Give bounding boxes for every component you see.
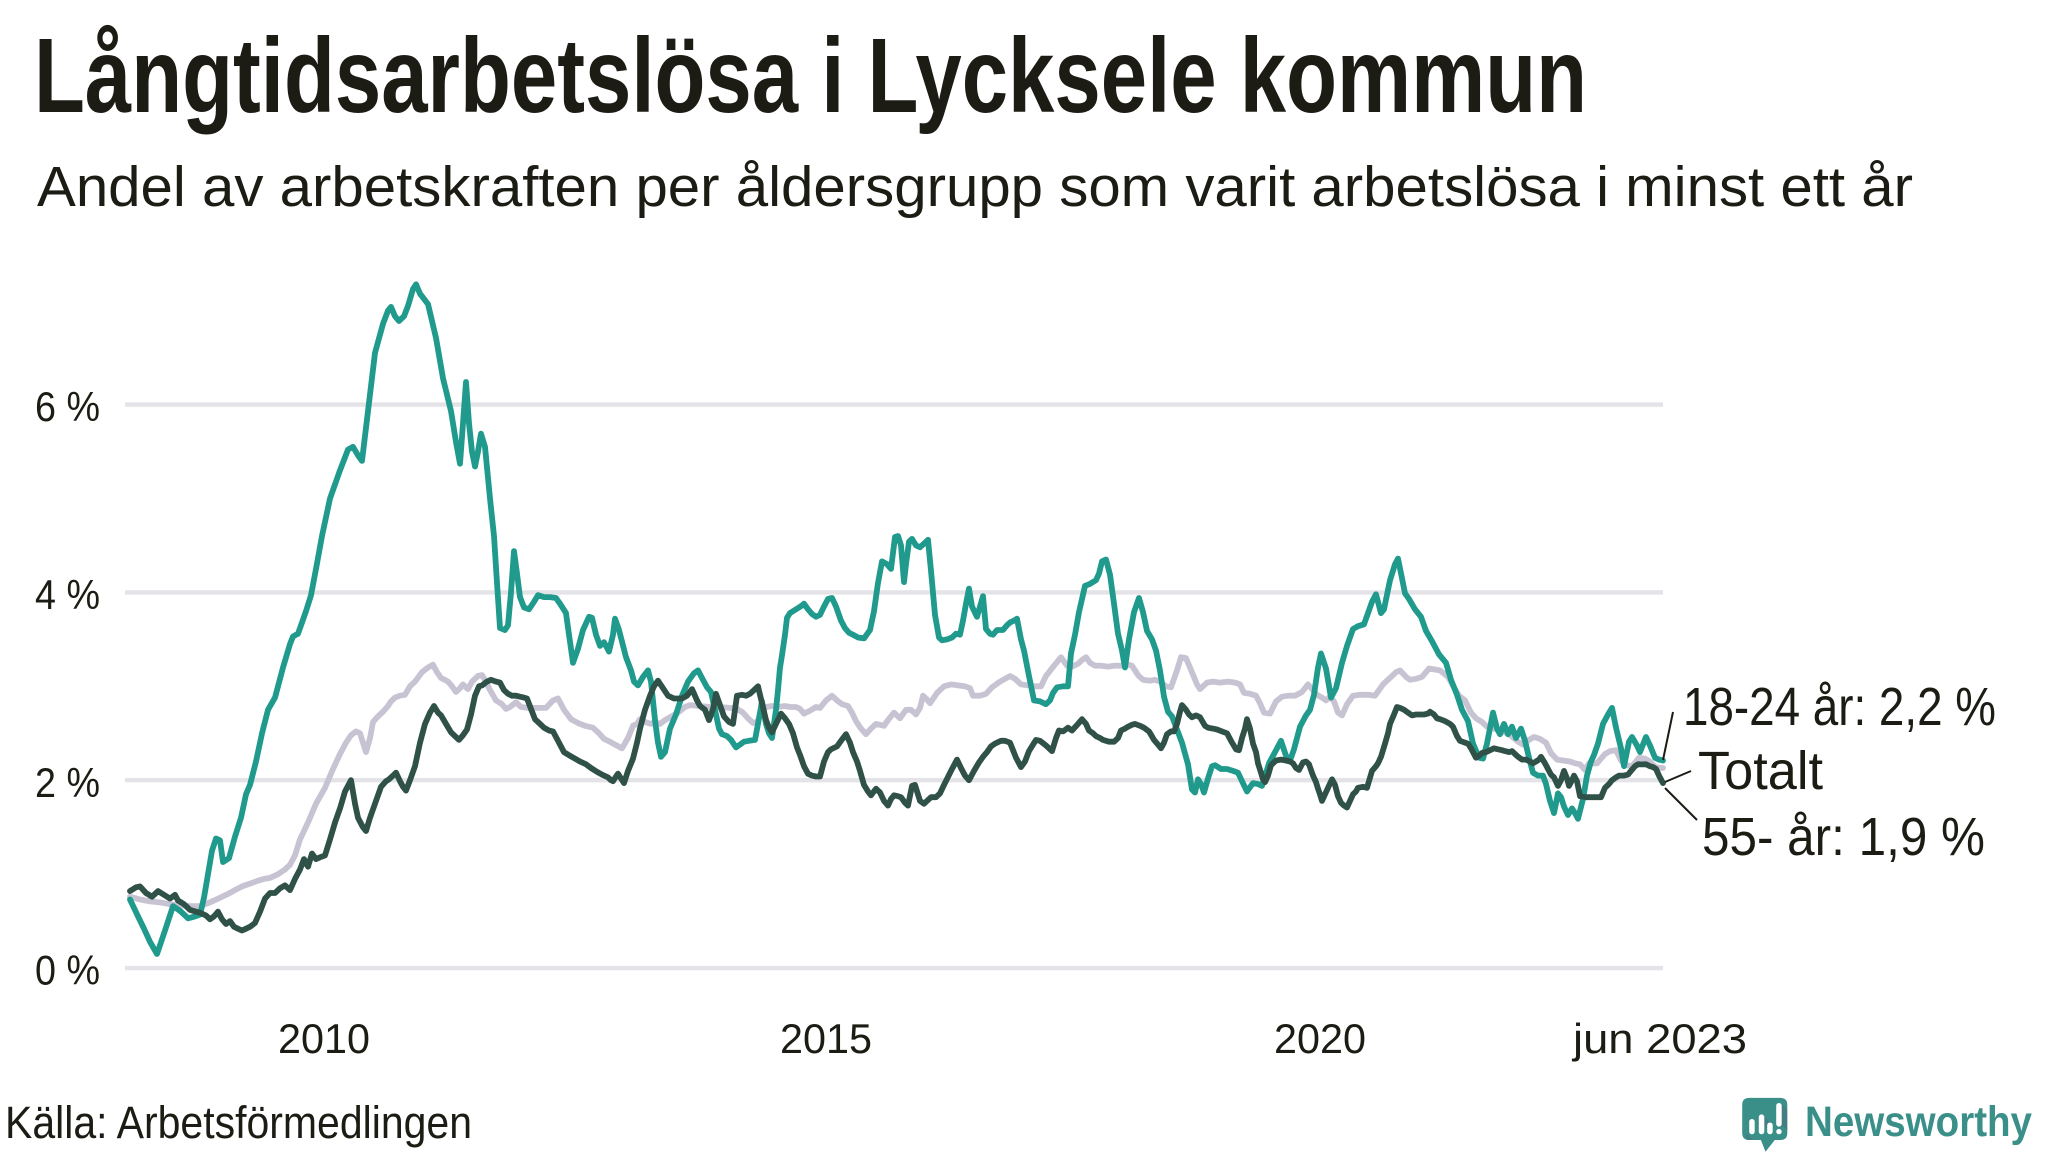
svg-text:2020: 2020 (1274, 1015, 1366, 1062)
svg-text:Newsworthy: Newsworthy (1805, 1098, 2032, 1146)
svg-text:jun 2023: jun 2023 (1571, 1015, 1747, 1062)
svg-text:2 %: 2 % (35, 759, 100, 806)
svg-text:2010: 2010 (278, 1015, 370, 1062)
svg-text:Andel av arbetskraften per åld: Andel av arbetskraften per åldersgrupp s… (37, 155, 1913, 219)
svg-text:6 %: 6 % (35, 383, 100, 430)
svg-text:2015: 2015 (780, 1015, 872, 1062)
svg-text:Långtidsarbetslösa i Lycksele: Långtidsarbetslösa i Lycksele kommun (34, 17, 1587, 135)
svg-text:0 %: 0 % (35, 947, 100, 994)
svg-text:Källa: Arbetsförmedlingen: Källa: Arbetsförmedlingen (5, 1097, 472, 1148)
svg-text:4 %: 4 % (35, 571, 100, 618)
svg-text:55- år: 1,9 %: 55- år: 1,9 % (1702, 807, 1985, 867)
svg-text:Totalt: Totalt (1698, 741, 1823, 801)
svg-text:18-24 år: 2,2 %: 18-24 år: 2,2 % (1683, 677, 1996, 737)
